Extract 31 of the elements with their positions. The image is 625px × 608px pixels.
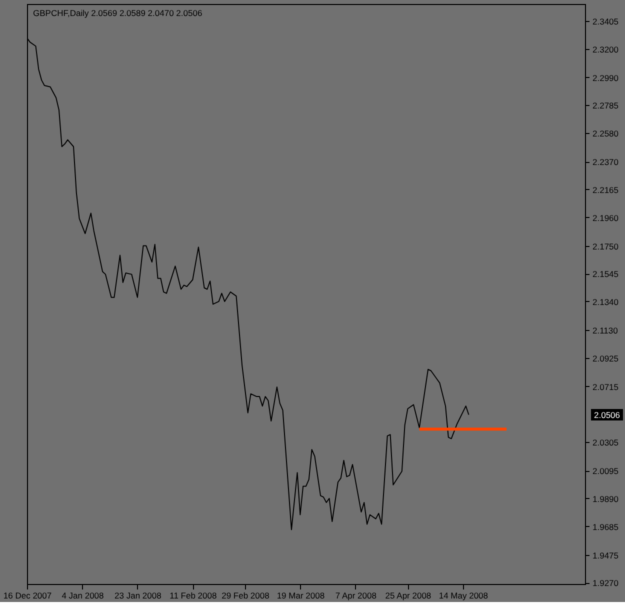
y-tick-label: 2.2990 — [592, 72, 619, 83]
y-tick-label: 1.9685 — [592, 522, 619, 532]
x-tick-label: 25 Apr 2008 — [385, 590, 432, 600]
x-tick-label: 19 Mar 2008 — [276, 590, 325, 600]
y-tick-label: 2.0925 — [592, 353, 619, 364]
y-tick-label: 2.2165 — [592, 184, 619, 195]
y-tick-label: 1.9475 — [592, 550, 619, 560]
y-tick-label: 2.1545 — [592, 269, 619, 280]
text: 2.0506 — [594, 410, 620, 420]
x-tick-label: 11 Feb 2008 — [170, 590, 217, 600]
y-tick-label: 2.2785 — [592, 100, 619, 111]
y-tick-label: 2.3200 — [592, 44, 619, 54]
x-tick-label: 16 Dec 2007 — [3, 590, 52, 600]
text: GBPCHF,Daily 2.0569 2.0589 2.0470 2.0506 — [33, 8, 202, 18]
y-tick-label: 1.9270 — [592, 578, 619, 588]
y-tick-label: 2.1130 — [592, 325, 618, 336]
x-tick-label: 7 Apr 2008 — [335, 590, 377, 600]
y-tick-label: 2.0715 — [592, 382, 619, 392]
x-tick-label: 4 Jan 2008 — [62, 590, 104, 600]
x-tick-label: 23 Jan 2008 — [114, 590, 162, 600]
y-tick-label: 2.1960 — [592, 212, 619, 223]
x-tick-label: 14 May 2008 — [438, 590, 488, 600]
y-tick-label: 2.2580 — [592, 128, 619, 139]
y-tick-label: 2.1750 — [592, 241, 619, 252]
y-tick-label: 2.1340 — [592, 296, 619, 307]
y-tick-label: 2.3405 — [592, 16, 619, 26]
y-tick-label: 2.2370 — [592, 157, 619, 168]
y-tick-label: 2.0095 — [592, 466, 619, 476]
y-tick-label: 2.0305 — [592, 438, 619, 448]
x-tick-label: 29 Feb 2008 — [222, 590, 270, 600]
y-tick-label: 1.9890 — [592, 494, 619, 504]
